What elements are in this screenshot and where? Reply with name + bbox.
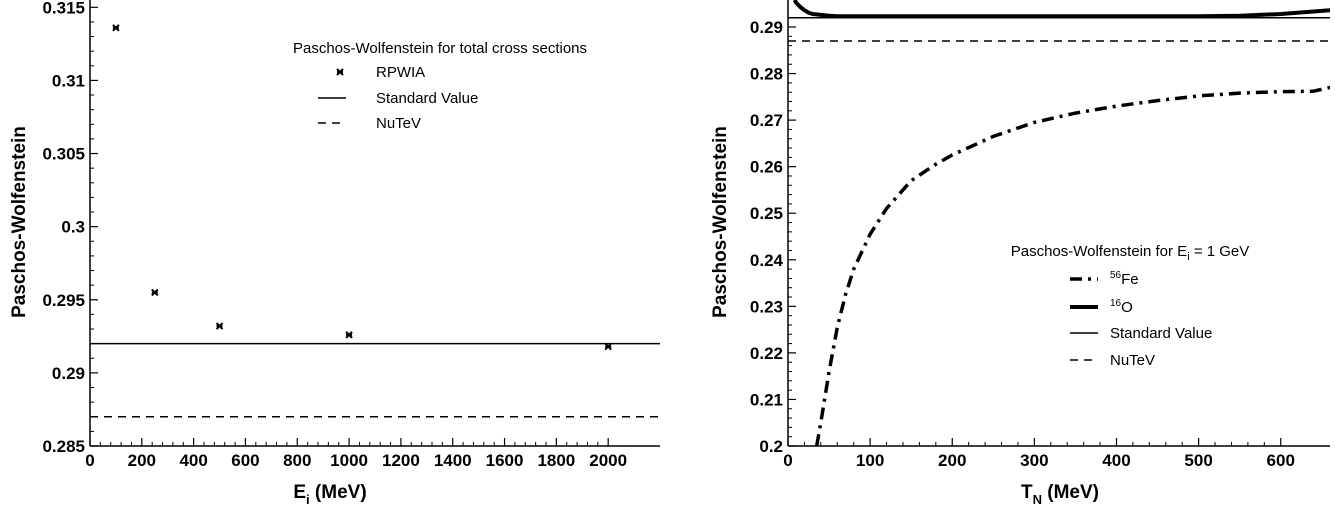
legend-title-rest: = 1 GeV	[1190, 243, 1250, 260]
data-point	[151, 288, 159, 297]
legend-title: Paschos-Wolfenstein for total cross sect…	[293, 40, 587, 57]
y-tick-label: 0.305	[42, 145, 85, 164]
x-tick-label: 1200	[382, 451, 420, 470]
x-tick-label: 300	[1020, 451, 1048, 470]
legend-title: Paschos-Wolfenstein for Ei = 1 GeV	[1011, 243, 1250, 263]
chart-right: 0.2 0.21 0.22 0.23 0.24 0.25 0.26 0.27 0.28 0.29 0…	[710, 0, 1330, 507]
x-axis-label-sub: N	[1033, 492, 1042, 507]
x-tick-label: 600	[1267, 451, 1295, 470]
y-tick-label: 0.25	[750, 204, 783, 223]
data-point	[604, 342, 612, 351]
legend-entry: NuTeV	[1110, 352, 1155, 369]
y-axis-label: Paschos-Wolfenstein	[710, 126, 731, 318]
x-axis-label-unit: (MeV)	[1042, 482, 1099, 503]
x-axis-label: Ei (MeV)	[293, 482, 366, 507]
legend-title-sub: i	[1187, 251, 1189, 263]
y-tick-label: 0.22	[750, 344, 783, 363]
series-line-dashdot	[814, 85, 1330, 446]
plot-area	[90, 24, 660, 418]
x-tick-label: 800	[283, 451, 311, 470]
y-tick-label: 0.29	[52, 364, 85, 383]
x-tick-label: 1800	[537, 451, 575, 470]
legend-entry-name: Standard Value	[1110, 325, 1212, 342]
x-tick-label: 400	[1102, 451, 1130, 470]
y-tick-label: 0.23	[750, 297, 783, 316]
x-tick-label: 500	[1184, 451, 1212, 470]
legend-entry: 16O	[1110, 298, 1133, 316]
legend-entry: Standard Value	[376, 90, 478, 107]
legend-entry-name: O	[1121, 299, 1133, 316]
legend-entry-name: Standard Value	[376, 90, 478, 107]
x-axis-label-main: T	[1021, 482, 1033, 503]
y-tick-label: 0.28	[750, 65, 783, 84]
x-tick-label: 1000	[330, 451, 368, 470]
x-tick-label: 1400	[434, 451, 472, 470]
y-axis-label: Paschos-Wolfenstein	[9, 126, 30, 318]
legend-entry-name: NuTeV	[376, 115, 421, 132]
x-axis-label-main: E	[293, 482, 306, 503]
legend-entry-name: Fe	[1121, 271, 1139, 288]
legend-entry: RPWIA	[376, 64, 425, 81]
y-tick-label: 0.29	[750, 18, 783, 37]
legend-title-main: Paschos-Wolfenstein for total cross sect…	[293, 40, 587, 57]
x-axis-label-unit: (MeV)	[310, 482, 367, 503]
data-point	[112, 24, 120, 32]
y-tick-label: 0.26	[750, 158, 783, 177]
y-tick-label: 0.3	[61, 218, 85, 237]
x-tick-label: 400	[179, 451, 207, 470]
data-point	[215, 322, 224, 330]
legend-entry: 56Fe	[1110, 270, 1139, 288]
y-tick-label: 0.24	[750, 251, 784, 270]
legend-title-main: Paschos-Wolfenstein for E	[1011, 243, 1187, 260]
legend-entry: Standard Value	[1110, 325, 1212, 342]
legend-entry-name: RPWIA	[376, 64, 425, 81]
y-tick-label: 0.21	[750, 390, 783, 409]
x-tick-label: 1600	[486, 451, 524, 470]
chart-left: 0.285 0.29 0.295 0.3 0.305 0.31 0.315 0 200 400 60…	[9, 0, 660, 507]
data-point	[345, 331, 353, 339]
x-tick-label: 0	[783, 451, 792, 470]
legend-entry-name: NuTeV	[1110, 352, 1155, 369]
legend-entry-sup: 56	[1110, 270, 1122, 281]
legend-entry: NuTeV	[376, 115, 421, 132]
y-tick-label: 0.31	[52, 71, 85, 90]
y-tick-label: 0.27	[750, 111, 783, 130]
legend-entry-sup: 16	[1110, 298, 1122, 309]
y-tick-label: 0.285	[42, 437, 85, 456]
x-axis-label-sub: i	[306, 492, 310, 507]
plot-area	[788, 0, 1330, 446]
x-tick-label: 2000	[589, 451, 627, 470]
legend-marker	[336, 68, 344, 76]
series-line-thick	[792, 0, 1330, 19]
y-tick-label: 0.295	[42, 291, 85, 310]
y-tick-label: 0.315	[42, 0, 85, 17]
x-tick-label: 100	[856, 451, 884, 470]
x-tick-label: 600	[231, 451, 259, 470]
x-tick-label: 0	[85, 451, 94, 470]
y-tick-label: 0.2	[759, 437, 783, 456]
x-axis-label: TN (MeV)	[1021, 482, 1099, 507]
x-tick-label: 200	[938, 451, 966, 470]
x-tick-label: 200	[128, 451, 156, 470]
